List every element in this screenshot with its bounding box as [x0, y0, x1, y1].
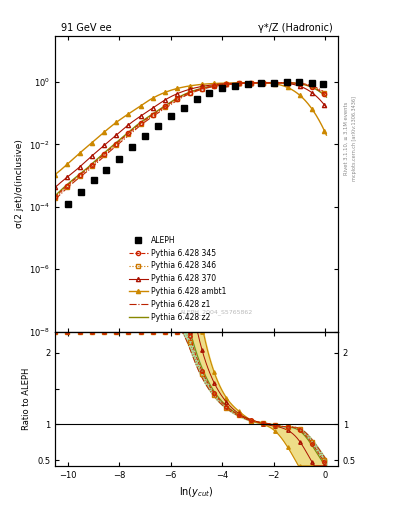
Text: γ*/Z (Hadronic): γ*/Z (Hadronic) — [257, 23, 332, 33]
Text: Rivet 3.1.10, ≥ 3.1M events: Rivet 3.1.10, ≥ 3.1M events — [344, 101, 349, 175]
Legend: ALEPH, Pythia 6.428 345, Pythia 6.428 346, Pythia 6.428 370, Pythia 6.428 ambt1,: ALEPH, Pythia 6.428 345, Pythia 6.428 34… — [126, 233, 230, 325]
Y-axis label: Ratio to ALEPH: Ratio to ALEPH — [22, 368, 31, 430]
Y-axis label: σ(2 jet)/σ(inclusive): σ(2 jet)/σ(inclusive) — [15, 139, 24, 228]
Text: mcplots.cern.ch [arXiv:1306.3436]: mcplots.cern.ch [arXiv:1306.3436] — [352, 96, 357, 181]
X-axis label: ln($y_{cut}$): ln($y_{cut}$) — [179, 485, 214, 499]
Text: 91 GeV ee: 91 GeV ee — [61, 23, 111, 33]
Text: ALEPH_2004_S5765862: ALEPH_2004_S5765862 — [180, 310, 253, 315]
